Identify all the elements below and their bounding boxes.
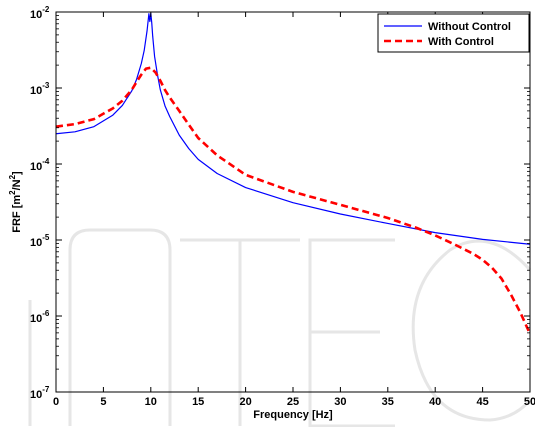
watermark-stroke xyxy=(180,238,300,426)
y-axis-label: FRF [m2/N2] xyxy=(8,171,23,233)
x-tick-label: 45 xyxy=(476,396,488,408)
series-line-without-control xyxy=(55,12,531,245)
x-tick-label: 35 xyxy=(382,396,394,408)
legend-label: With Control xyxy=(428,36,494,48)
x-tick-label: 10 xyxy=(145,396,157,408)
y-tick-label: 10-7 xyxy=(30,385,50,401)
x-axis-label: Frequency [Hz] xyxy=(253,409,333,421)
plot-area xyxy=(56,12,530,392)
series-layer xyxy=(55,12,532,335)
series-line-with-control xyxy=(55,66,532,335)
y-tick-label: 10-3 xyxy=(30,81,50,97)
x-tick-label: 25 xyxy=(287,396,299,408)
x-tick-label: 0 xyxy=(53,396,59,408)
y-tick-label: 10-2 xyxy=(30,5,50,21)
watermark-stroke xyxy=(411,239,532,422)
x-tick-label: 40 xyxy=(429,396,441,408)
plot-background xyxy=(56,12,530,392)
x-axis-ticks: 0 5 10 15 20 25 30 35 40 45 50 xyxy=(53,12,535,408)
y-tick-label: 10-6 xyxy=(30,309,50,325)
watermark-stroke xyxy=(68,228,172,426)
watermark xyxy=(28,228,532,427)
legend-label: Without Control xyxy=(428,21,511,33)
x-tick-label: 50 xyxy=(524,396,535,408)
x-tick-label: 5 xyxy=(100,396,106,408)
watermark-stroke xyxy=(308,238,395,427)
x-tick-label: 20 xyxy=(239,396,251,408)
y-tick-label: 10-5 xyxy=(30,233,50,249)
x-tick-label: 30 xyxy=(334,396,346,408)
legend: Without Control With Control xyxy=(377,13,530,53)
x-tick-label: 15 xyxy=(192,396,204,408)
y-tick-label: 10-4 xyxy=(30,157,50,173)
legend-box xyxy=(377,13,530,53)
